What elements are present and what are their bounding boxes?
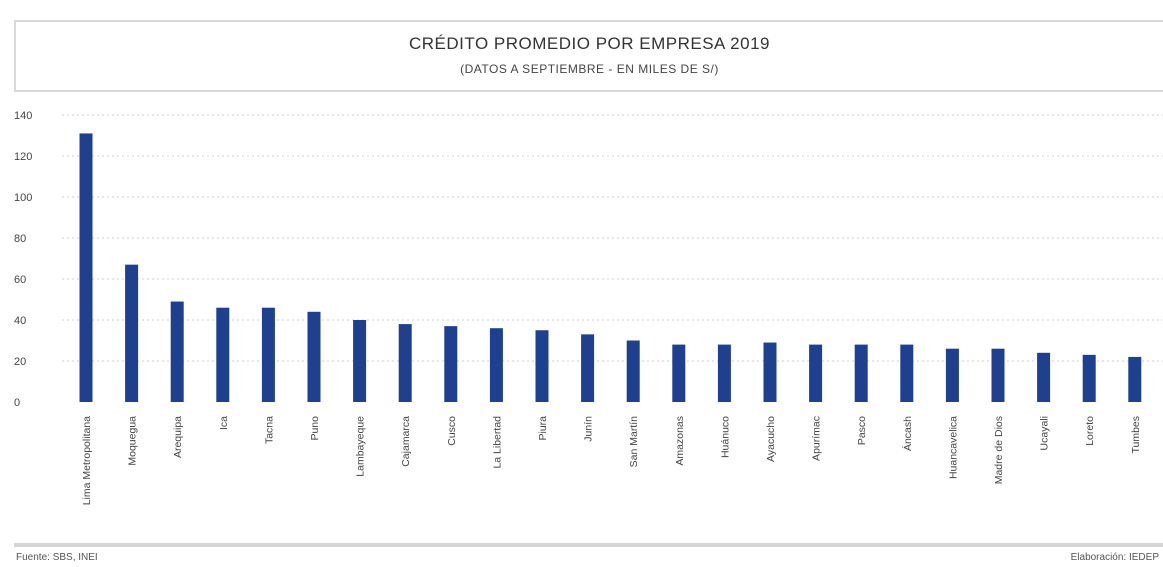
bar <box>444 326 458 402</box>
footer-divider <box>14 543 1163 547</box>
x-tick-label: Tacna <box>263 416 275 444</box>
x-tick-label: Madre de Dios <box>993 416 1005 484</box>
x-tick-label: Lambayeque <box>355 416 367 477</box>
credit-note: Elaboración: IEDEP <box>1070 552 1159 563</box>
x-tick-label: Cajamarca <box>400 416 412 467</box>
x-tick-label: Ica <box>218 416 230 430</box>
x-tick-label: Cusco <box>446 416 458 446</box>
y-tick-label: 0 <box>14 397 20 409</box>
source-note: Fuente: SBS, INEI <box>16 552 98 563</box>
y-tick-label: 120 <box>14 151 32 163</box>
bar <box>991 348 1005 402</box>
bar <box>717 344 731 402</box>
x-tick-label: Piura <box>537 416 549 441</box>
x-tick-label: Moquegua <box>127 416 139 466</box>
x-tick-label: Arequipa <box>172 416 184 458</box>
x-tick-label: Áncash <box>901 416 914 451</box>
x-tick-label: Amazonas <box>674 416 686 466</box>
bar <box>809 344 823 402</box>
y-tick-label: 60 <box>14 274 26 286</box>
x-tick-label: San Martín <box>628 416 640 468</box>
bar <box>854 344 868 402</box>
x-tick-label: Junín <box>583 416 595 442</box>
chart-title: CRÉDITO PROMEDIO POR EMPRESA 2019 <box>409 34 770 53</box>
bar <box>626 340 640 402</box>
title-box: CRÉDITO PROMEDIO POR EMPRESA 2019 (DATOS… <box>14 20 1163 92</box>
bar <box>489 328 503 402</box>
bar <box>79 133 93 402</box>
y-tick-label: 140 <box>14 110 32 122</box>
x-tick-label: Huánuco <box>719 416 731 458</box>
x-tick-label: Ayacucho <box>765 416 777 462</box>
bar <box>125 264 139 402</box>
bar <box>261 307 275 402</box>
bar <box>170 301 184 402</box>
x-tick-label: Lima Metropolitana <box>81 416 93 505</box>
y-tick-label: 20 <box>14 356 26 368</box>
x-tick-label: Ucayali <box>1039 416 1051 450</box>
x-tick-label: Loreto <box>1084 416 1096 446</box>
bar <box>1082 354 1096 402</box>
x-tick-label: Tumbes <box>1130 416 1142 454</box>
x-tick-label: La Libertad <box>491 416 503 469</box>
bar <box>672 344 686 402</box>
x-tick-label: Huancavelica <box>947 416 959 479</box>
x-tick-label: Pasco <box>856 416 868 445</box>
chart-subtitle: (DATOS A SEPTIEMBRE - EN MILES DE S/) <box>460 62 719 76</box>
bar <box>581 334 595 402</box>
bar <box>535 330 549 402</box>
x-tick-label: Apurímac <box>811 416 823 461</box>
bar <box>398 324 412 402</box>
bar <box>1128 356 1142 402</box>
y-tick-label: 40 <box>14 315 26 327</box>
y-tick-label: 100 <box>14 192 32 204</box>
bar <box>945 348 959 402</box>
bar-chart: 0 20 40 60 80 100 120 140 Lima Metropolitana Moqu… <box>14 110 1163 505</box>
x-tick-label: Puno <box>309 416 321 441</box>
bar <box>353 320 367 402</box>
bar <box>1037 352 1051 402</box>
bar <box>216 307 230 402</box>
y-tick-label: 80 <box>14 233 26 245</box>
bar <box>900 344 914 402</box>
bar <box>763 342 777 402</box>
bar <box>307 311 321 402</box>
